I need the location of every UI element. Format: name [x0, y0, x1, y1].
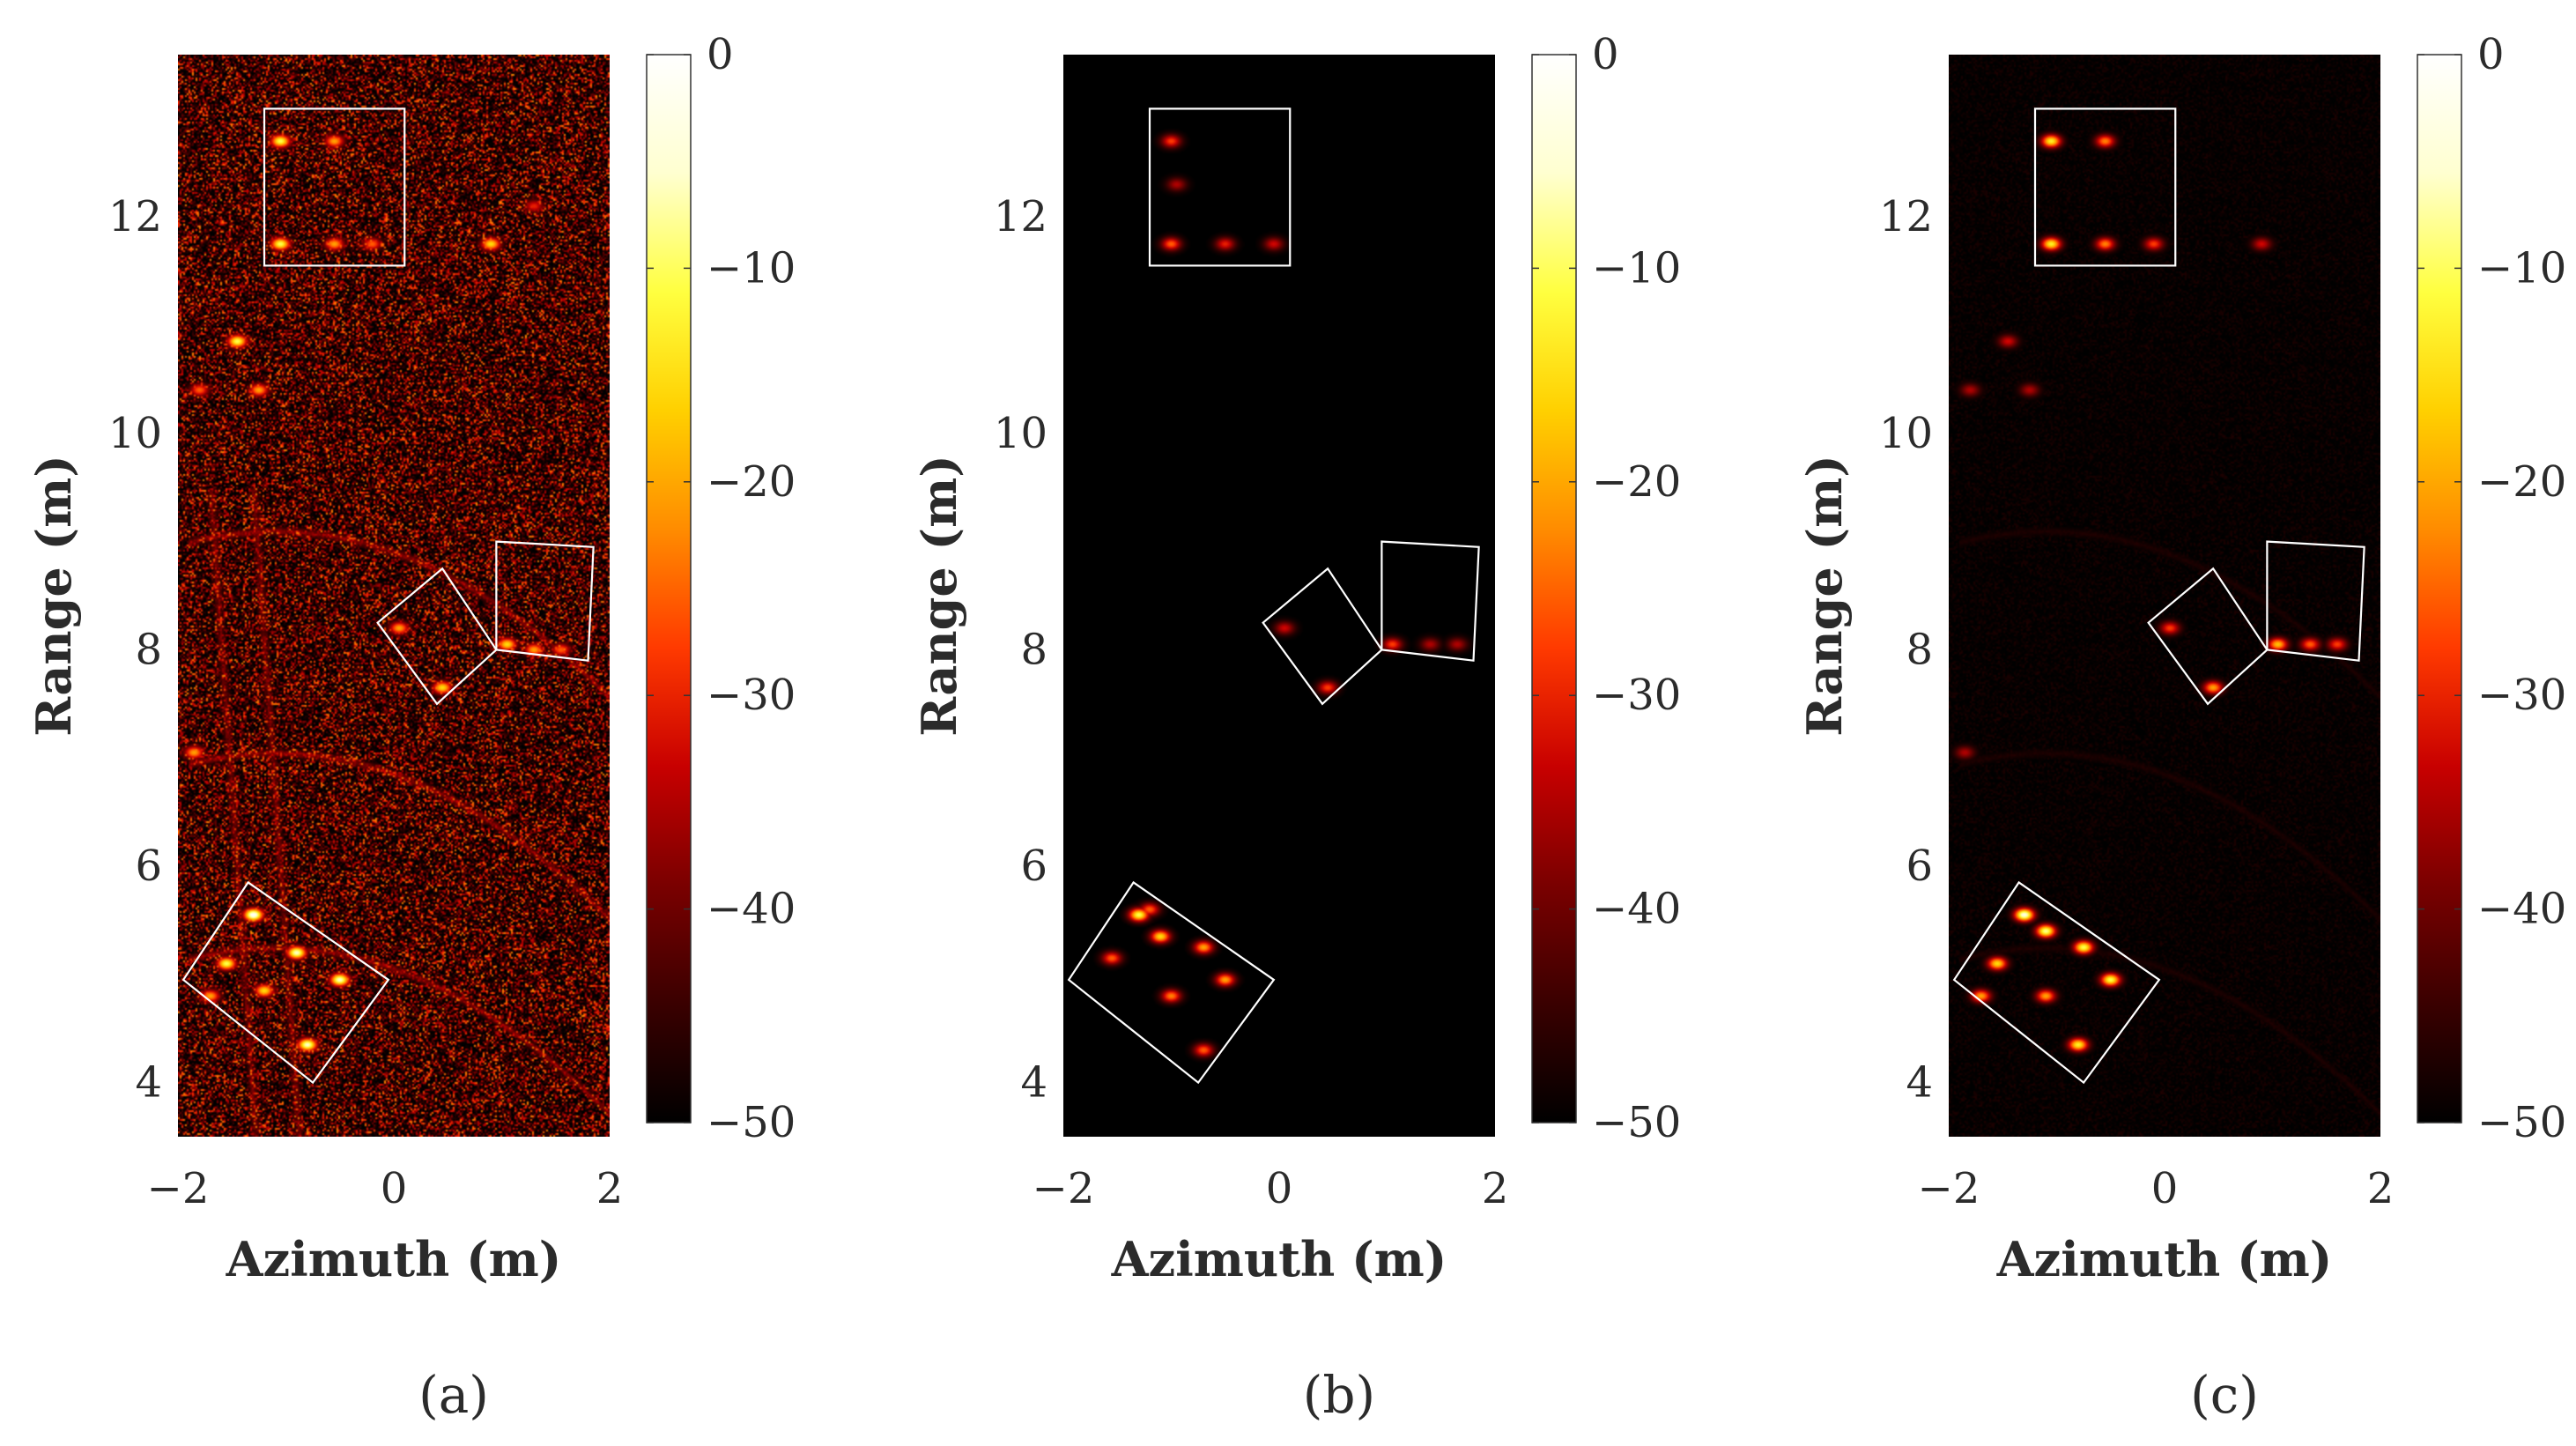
panel-b-colorbar-tick-label: −40 — [1592, 885, 1681, 934]
panel-c-y-tick-label: 10 — [1879, 409, 1933, 458]
panel-c-x-ticks: −2 0 2 — [1918, 1164, 2395, 1213]
panel-a-y-tick-label: 10 — [108, 409, 162, 458]
panel-b-heatmap-image — [1063, 55, 1495, 1137]
panel-a-target-box — [263, 108, 406, 267]
panel-b-x-tick-label: 2 — [1482, 1164, 1509, 1213]
panel-c-heatmap-image — [1949, 55, 2380, 1137]
panel-a-y-ticks: 4 6 8 10 12 — [108, 192, 162, 1107]
panel-b-target-box — [1148, 108, 1292, 267]
panel-c-colorbar-ticks: 0 −10 −20 −30 −40 −50 — [2417, 30, 2566, 1147]
panel-b-y-tick-label: 10 — [994, 409, 1047, 458]
panel-a-x-tick-label: 0 — [381, 1164, 408, 1213]
panel-a-heatmap-image — [178, 55, 610, 1137]
panel-b-colorbar-tick-label: −10 — [1592, 243, 1681, 293]
panel-c-x-tick-label: 2 — [2367, 1164, 2395, 1213]
panel-c-colorbar-tick-label: 0 — [2477, 30, 2505, 79]
panel-a-colorbar-tick-label: −50 — [707, 1098, 796, 1147]
panel-c-target-box — [2266, 540, 2365, 662]
panel-a-y-tick-label: 12 — [108, 192, 162, 241]
panel-a-target-box — [495, 540, 595, 662]
panel-b-x-tick-label: 0 — [1266, 1164, 1293, 1213]
panel-b-colorbar-tick-label: −30 — [1592, 671, 1681, 720]
panel-b-y-tick-label: 4 — [1020, 1058, 1047, 1108]
panel-c-target-boxes — [1952, 108, 2365, 1085]
panel-a-y-tick-label: 4 — [135, 1058, 162, 1108]
panel-a-target-boxes — [181, 108, 595, 1085]
panel-a-x-tick-label: 2 — [596, 1164, 624, 1213]
panel-a-colorbar-tick-label: −40 — [707, 885, 796, 934]
panel-a-target-box — [181, 880, 390, 1085]
panel-a-x-tick-label: −2 — [147, 1164, 210, 1213]
panel-c-y-tick-label: 6 — [1906, 842, 1933, 891]
panel-a-colorbar-tick-label: −10 — [707, 243, 796, 293]
panel-a-colorbar — [646, 54, 692, 1123]
panel-b-y-tick-label: 12 — [994, 192, 1047, 241]
panel-c-y-ticks: 4 6 8 10 12 — [1879, 192, 1933, 1107]
panel-a-x-ticks: −2 0 2 — [147, 1164, 624, 1213]
panel-c-x-tick-label: 0 — [2151, 1164, 2179, 1213]
panel-c-caption: (c) — [2190, 1365, 2259, 1425]
panel-c-colorbar — [2417, 54, 2462, 1123]
panel-a-caption: (a) — [418, 1365, 489, 1425]
panel-b-target-boxes — [1067, 108, 1480, 1085]
panel-c-target-box — [1952, 880, 2161, 1085]
panel-b-x-axis-label: Azimuth (m) — [1111, 1231, 1447, 1287]
panel-a-x-axis-label: Azimuth (m) — [226, 1231, 562, 1287]
panel-b-x-tick-label: −2 — [1033, 1164, 1095, 1213]
panel-c-y-tick-label: 4 — [1906, 1058, 1933, 1108]
panel-a-colorbar-tick-label: −20 — [707, 457, 796, 507]
panel-b-target-box — [1381, 540, 1480, 662]
panel-c-colorbar-tick-label: −40 — [2477, 885, 2566, 934]
panel-c-y-axis-label: Range (m) — [1796, 455, 1853, 737]
panel-c-target-box — [2033, 108, 2177, 267]
panel-c-x-tick-label: −2 — [1918, 1164, 1980, 1213]
panel-a-colorbar-tick-label: 0 — [707, 30, 734, 79]
panel-b-colorbar-ticks: 0 −10 −20 −30 −40 −50 — [1532, 30, 1681, 1147]
panel-b-y-axis-label: Range (m) — [911, 455, 967, 737]
panel-a-colorbar-ticks: 0 −10 −20 −30 −40 −50 — [647, 30, 796, 1147]
panel-b-target-box — [1067, 880, 1276, 1085]
panel-b-y-tick-label: 6 — [1020, 842, 1047, 891]
panel-a-y-axis-label: Range (m) — [26, 455, 82, 737]
panel-b-colorbar — [1531, 54, 1577, 1123]
panel-c-x-axis-label: Azimuth (m) — [1996, 1231, 2333, 1287]
panel-b-colorbar-tick-label: −20 — [1592, 457, 1681, 507]
panel-a-colorbar-tick-label: −30 — [707, 671, 796, 720]
panel-b-colorbar-tick-label: 0 — [1592, 30, 1619, 79]
panel-b-colorbar-tick-label: −50 — [1592, 1098, 1681, 1147]
panel-c-colorbar-tick-label: −30 — [2477, 671, 2566, 720]
panel-c-colorbar-tick-label: −10 — [2477, 243, 2566, 293]
panel-c-colorbar-tick-label: −50 — [2477, 1098, 2566, 1147]
panel-c-y-tick-label: 12 — [1879, 192, 1933, 241]
panel-b-y-tick-label: 8 — [1020, 625, 1047, 674]
panel-c-colorbar-tick-label: −20 — [2477, 457, 2566, 507]
panel-c-y-tick-label: 8 — [1906, 625, 1933, 674]
panel-b-x-ticks: −2 0 2 — [1033, 1164, 1509, 1213]
panel-b-caption: (b) — [1303, 1365, 1375, 1425]
panel-a-y-tick-label: 8 — [135, 625, 162, 674]
panel-b-y-ticks: 4 6 8 10 12 — [994, 192, 1047, 1107]
panel-a-y-tick-label: 6 — [135, 842, 162, 891]
